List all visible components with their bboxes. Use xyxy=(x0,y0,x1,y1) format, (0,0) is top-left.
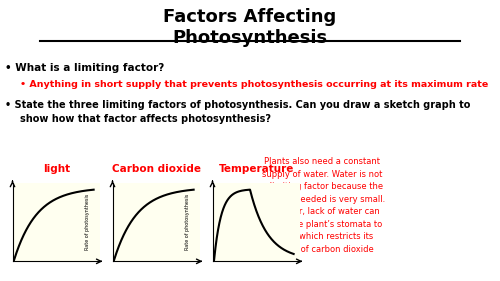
Text: Rate of photosynthesis: Rate of photosynthesis xyxy=(86,194,90,250)
Text: • What is a limiting factor?: • What is a limiting factor? xyxy=(5,63,164,73)
Text: Temperature: Temperature xyxy=(218,164,294,174)
Text: light: light xyxy=(42,164,70,174)
Text: Rate of photosynthesis: Rate of photosynthesis xyxy=(186,194,190,250)
Text: show how that factor affects photosynthesis?: show how that factor affects photosynthe… xyxy=(20,114,271,124)
Text: • Anything in short supply that prevents photosynthesis occurring at its maximum: • Anything in short supply that prevents… xyxy=(20,80,488,89)
Text: • State the three limiting factors of photosynthesis. Can you draw a sketch grap: • State the three limiting factors of ph… xyxy=(5,100,470,110)
Text: Plants also need a constant
supply of water. Water is not
a limiting factor beca: Plants also need a constant supply of wa… xyxy=(260,157,385,254)
Text: Carbon dioxide: Carbon dioxide xyxy=(112,164,201,174)
Text: Factors Affecting
Photosynthesis: Factors Affecting Photosynthesis xyxy=(164,8,336,47)
